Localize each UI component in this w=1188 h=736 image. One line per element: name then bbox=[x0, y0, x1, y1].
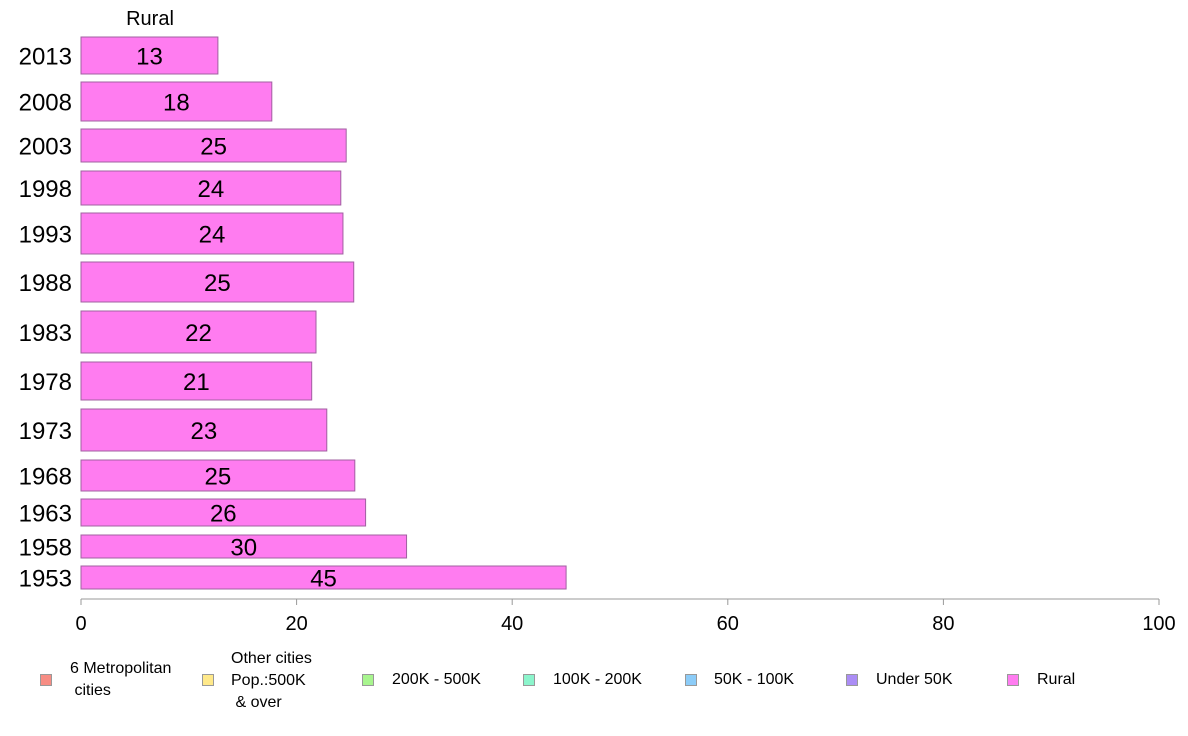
data-label-1993: 24 bbox=[199, 222, 226, 249]
x-tick-label-0: 0 bbox=[75, 613, 86, 635]
bar-1983 bbox=[80, 310, 317, 354]
data-label-2008: 18 bbox=[163, 90, 190, 117]
legend-swatch bbox=[523, 674, 535, 686]
legend-label: Other cities Pop.:500K & over bbox=[231, 650, 312, 711]
data-label-2013: 13 bbox=[136, 44, 163, 71]
data-label-1988: 25 bbox=[204, 270, 231, 297]
x-axis: 0 20 40 60 80 100 bbox=[75, 598, 1176, 635]
legend-label: 100K - 200K bbox=[553, 671, 642, 688]
x-tick-label-20: 20 bbox=[285, 613, 307, 635]
category-label-1978: 1978 bbox=[19, 369, 72, 396]
legend-swatch bbox=[202, 674, 214, 686]
category-label-1988: 1988 bbox=[19, 270, 72, 297]
legend-label: 50K - 100K bbox=[714, 671, 795, 688]
legend-swatch bbox=[40, 674, 52, 686]
bar-1968 bbox=[80, 459, 356, 492]
x-tick-label-80: 80 bbox=[932, 613, 954, 635]
bar-2003 bbox=[80, 128, 347, 163]
bar-1953 bbox=[80, 565, 567, 590]
bar-1988 bbox=[80, 261, 355, 303]
data-label-1973: 23 bbox=[191, 418, 218, 445]
category-label-1958: 1958 bbox=[19, 535, 72, 562]
category-label-1983: 1983 bbox=[19, 320, 72, 347]
category-label-2008: 2008 bbox=[19, 90, 72, 117]
legend-swatch bbox=[846, 674, 858, 686]
legend-swatch bbox=[685, 674, 697, 686]
data-label-1998: 24 bbox=[198, 176, 225, 203]
legend: 6 Metropolitan cities Other cities Pop.:5… bbox=[0, 650, 1188, 730]
category-label-2003: 2003 bbox=[19, 134, 72, 161]
legend-swatch bbox=[362, 674, 374, 686]
chart-title: Rural bbox=[126, 8, 174, 30]
data-label-1983: 22 bbox=[185, 320, 212, 347]
legend-label: Under 50K bbox=[876, 671, 953, 688]
data-label-1958: 30 bbox=[230, 535, 257, 562]
category-label-1953: 1953 bbox=[19, 566, 72, 593]
x-tick-label-40: 40 bbox=[501, 613, 523, 635]
data-label-2003: 25 bbox=[200, 134, 227, 161]
x-tick-label-100: 100 bbox=[1142, 613, 1175, 635]
data-label-1978: 21 bbox=[183, 369, 210, 396]
data-label-1963: 26 bbox=[210, 501, 237, 528]
bar-2013 bbox=[80, 36, 219, 75]
legend-swatch bbox=[1007, 674, 1019, 686]
category-label-1963: 1963 bbox=[19, 501, 72, 528]
category-label-1998: 1998 bbox=[19, 176, 72, 203]
bar-2008 bbox=[80, 81, 273, 122]
legend-label: Rural bbox=[1037, 671, 1076, 688]
category-label-2013: 2013 bbox=[19, 44, 72, 71]
bar-1998 bbox=[80, 170, 342, 206]
legend-label: 200K - 500K bbox=[392, 671, 481, 688]
bar-1958 bbox=[80, 534, 408, 559]
bar-chart: Rural 2013 13 2008 18 2003 25 1998 24 1993 24 1988… bbox=[19, 8, 1176, 635]
category-label-1973: 1973 bbox=[19, 418, 72, 445]
bar-1973 bbox=[80, 408, 328, 452]
bar-1963 bbox=[80, 498, 367, 527]
bar-1978 bbox=[80, 361, 313, 401]
legend-label: 6 Metropolitan cities bbox=[70, 660, 172, 699]
data-label-1968: 25 bbox=[205, 464, 232, 491]
data-label-1953: 45 bbox=[310, 566, 337, 593]
category-label-1993: 1993 bbox=[19, 222, 72, 249]
bar-1993 bbox=[80, 212, 344, 255]
x-tick-label-60: 60 bbox=[717, 613, 739, 635]
category-label-1968: 1968 bbox=[19, 464, 72, 491]
